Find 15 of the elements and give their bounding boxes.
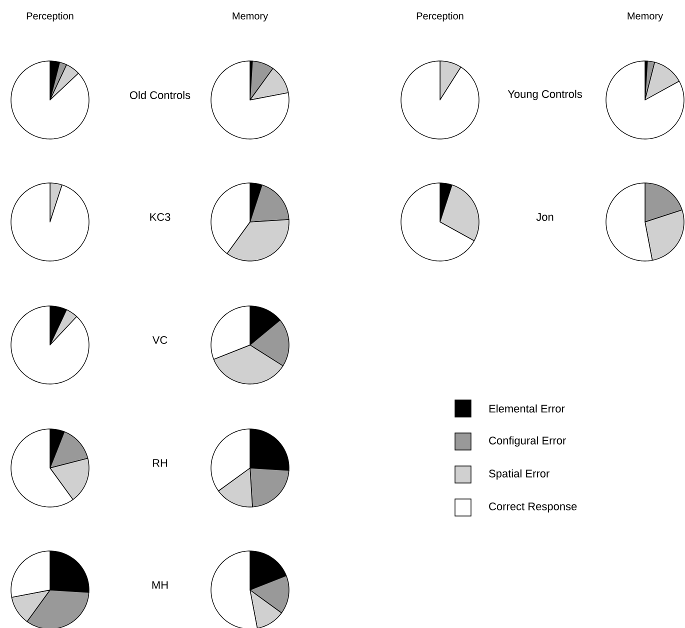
text: RH — [152, 459, 168, 467]
chart-title: Memory — [628, 12, 664, 22]
legend-label: Configural Error — [489, 436, 566, 447]
legend-label: Spatial Error — [489, 469, 550, 480]
text: Jon — [536, 213, 554, 221]
text: Old Controls — [130, 90, 190, 100]
text: VC — [152, 336, 168, 344]
text: KC3 — [150, 213, 170, 221]
chart-title: Memory — [232, 12, 268, 22]
text: Young Controls — [508, 90, 582, 100]
chart-title: Perception — [416, 12, 464, 22]
chart-title: Perception — [26, 12, 74, 22]
legend-label: Elemental Error — [489, 404, 565, 413]
text: MH — [152, 581, 168, 589]
legend-label: Correct Response — [489, 502, 577, 512]
